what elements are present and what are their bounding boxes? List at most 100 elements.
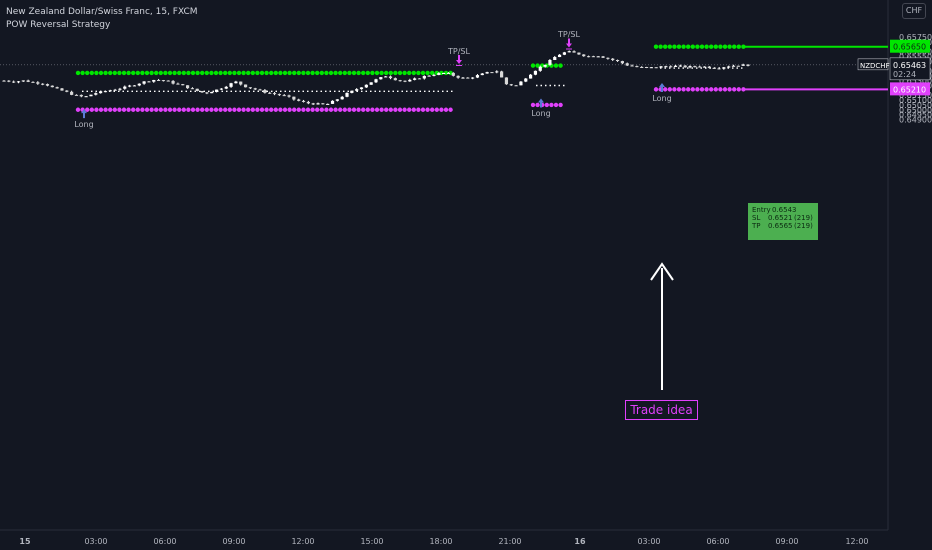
sl-dot [741, 87, 746, 92]
candle-body [659, 66, 663, 68]
sl-dot [218, 107, 223, 112]
symbol-tag-text: NZDCHF [860, 62, 890, 70]
candle-body [533, 70, 538, 75]
candle-body [282, 95, 286, 97]
sl-dot [154, 107, 159, 112]
price-tick-label: 0.64950 [899, 111, 932, 120]
tp-dot [663, 44, 668, 49]
tp-pips: (219) [794, 222, 813, 230]
symbol-tag [857, 58, 889, 71]
tp-dot [384, 70, 389, 76]
sl-dot [361, 107, 366, 112]
time-tick-label: 16 [574, 537, 586, 546]
tp-label: TP [752, 222, 761, 230]
sl-dot [365, 107, 370, 112]
candle-body [345, 92, 349, 97]
candle-body [79, 94, 83, 97]
tp-dot [75, 70, 81, 76]
sl-dot [732, 87, 737, 92]
sl-dot [384, 107, 389, 112]
sl-dot [333, 107, 338, 112]
sl-dot [94, 107, 99, 112]
sl-dot [430, 107, 435, 112]
tp-dot [420, 70, 426, 76]
candle-body [84, 96, 88, 98]
candle-body [543, 64, 547, 67]
candle-body [41, 83, 45, 85]
tp-dot [351, 70, 357, 76]
sl-dot [227, 107, 232, 112]
entry-value: 0.6543 [772, 206, 797, 214]
sl-dot [140, 107, 145, 112]
sl-dot [246, 107, 251, 112]
candle-body [707, 66, 711, 68]
candle-body [427, 75, 431, 77]
candle-body [89, 94, 93, 97]
sl-dot [282, 107, 288, 112]
candle-body [16, 81, 21, 83]
tp-dot [356, 70, 361, 76]
candle-body [55, 87, 59, 89]
candle-body [746, 64, 750, 66]
tp-dot [718, 44, 723, 49]
tp-dot [727, 44, 732, 49]
candle-body [591, 56, 596, 58]
candle-body [316, 103, 320, 105]
tp-dot [80, 70, 85, 76]
tp-dot [264, 70, 269, 76]
sl-dot [686, 87, 691, 92]
chart-legend: New Zealand Dollar/Swiss Franc, 15, FXCM… [6, 6, 198, 32]
tp-dot [530, 63, 536, 68]
sl-dot [158, 107, 163, 112]
candle-body [147, 81, 151, 83]
sl-dot [663, 87, 668, 92]
candle-body [123, 86, 127, 89]
long-arrow-icon [659, 82, 665, 92]
tp-dot [195, 70, 200, 76]
candle-body [94, 93, 98, 95]
current-price-badge [889, 57, 931, 81]
candle-body [408, 79, 412, 82]
sl-dot [342, 107, 347, 112]
sl-dot [411, 107, 416, 112]
tp-dot [292, 70, 297, 76]
tp-dot [209, 70, 214, 76]
candle-body [615, 59, 620, 62]
sl-dot [108, 107, 113, 112]
price-tick-label: 0.65300 [899, 77, 932, 86]
sl-dot [112, 107, 118, 112]
currency-button[interactable]: CHF [902, 3, 926, 19]
tp-dot [255, 70, 260, 76]
tp-dot [361, 70, 366, 76]
tp-dot [370, 70, 375, 76]
sl-dot [338, 107, 343, 112]
tp-dot [94, 70, 99, 76]
candle-body [471, 77, 475, 79]
sl-dot [177, 107, 182, 112]
tp-dot [393, 70, 398, 76]
candle-body [446, 72, 451, 74]
candle-body [379, 77, 383, 80]
trade-idea-label: Trade idea [625, 400, 698, 420]
candle-body [7, 80, 11, 82]
candle-body [741, 64, 745, 66]
candle-body [277, 94, 281, 96]
tp-dot [177, 70, 182, 76]
sl-dot [232, 107, 237, 112]
tp-dot [338, 70, 343, 76]
tp-dot [273, 70, 278, 76]
candle-body [99, 91, 103, 94]
candle-body [214, 89, 219, 92]
candle-body [118, 88, 122, 90]
candle-body [693, 66, 697, 68]
candle-body [311, 103, 315, 105]
tp-dot [397, 70, 403, 76]
sl-dot [292, 107, 297, 112]
candle-body [528, 74, 533, 79]
candle-body [45, 84, 50, 86]
sl-dot [89, 107, 95, 112]
tp-dot [117, 70, 122, 76]
sl-dot [126, 107, 131, 112]
sl-price-badge-text: 0.65210 [893, 85, 926, 94]
